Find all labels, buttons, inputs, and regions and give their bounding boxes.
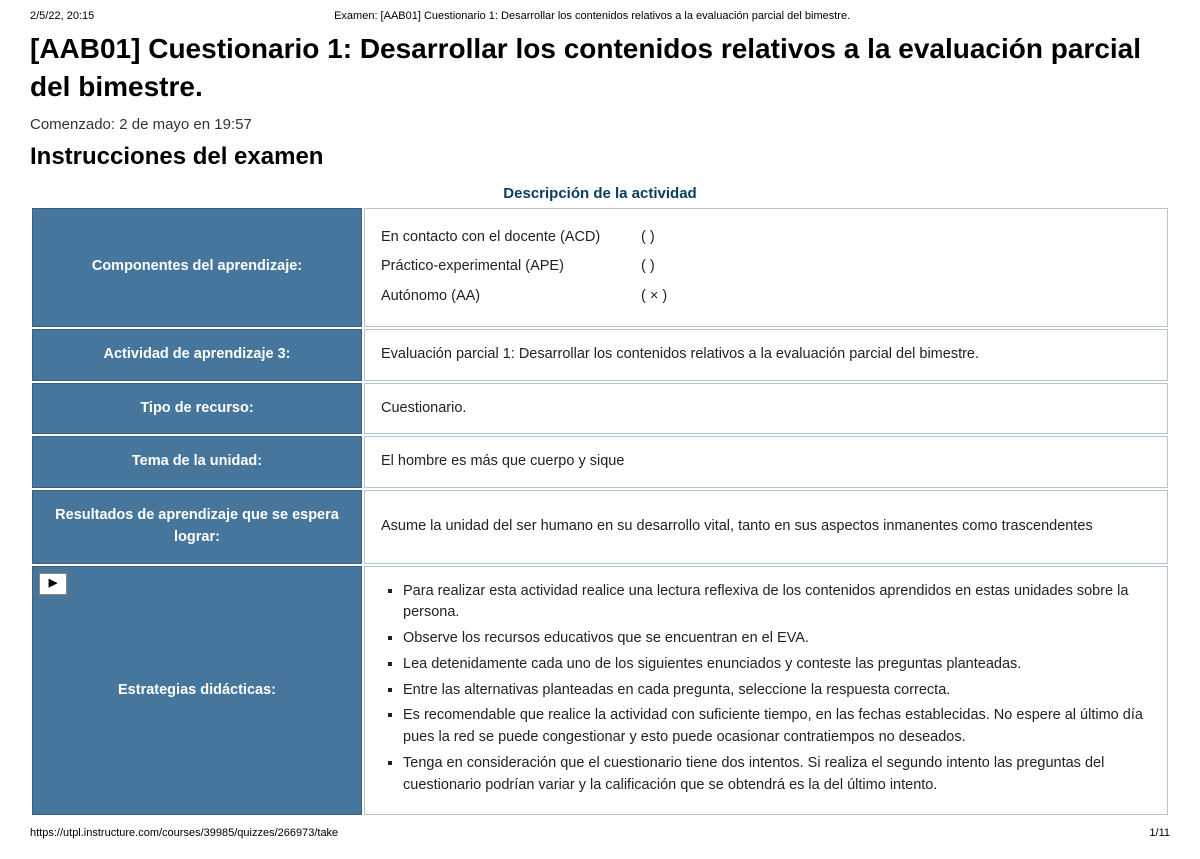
value-actividad: Evaluación parcial 1: Desarrollar los co…: [364, 329, 1168, 381]
value-resultados: Asume la unidad del ser humano en su des…: [364, 490, 1168, 564]
row-tema: Tema de la unidad: El hombre es más que …: [32, 436, 1168, 488]
print-title: Examen: [AAB01] Cuestionario 1: Desarrol…: [94, 10, 1090, 22]
print-datetime: 2/5/22, 20:15: [30, 10, 94, 22]
label-tema: Tema de la unidad:: [32, 436, 362, 488]
row-estrategias: ▶ Estrategias didácticas: Para realizar …: [32, 566, 1168, 816]
estrategia-item: Tenga en consideración que el cuestionar…: [403, 753, 1151, 797]
started-label: Comenzado: 2 de mayo en 19:57: [30, 116, 1170, 133]
componente-item: Práctico-experimental (APE) ( ): [381, 252, 1151, 282]
activity-description-heading: Descripción de la actividad: [30, 185, 1170, 202]
componente-text: Práctico-experimental (APE): [381, 256, 641, 278]
value-tipo: Cuestionario.: [364, 383, 1168, 435]
label-tipo: Tipo de recurso:: [32, 383, 362, 435]
label-estrategias: ▶ Estrategias didácticas:: [32, 566, 362, 816]
componente-item: Autónomo (AA) ( × ): [381, 282, 1151, 312]
componente-text: Autónomo (AA): [381, 286, 641, 308]
print-footer: https://utpl.instructure.com/courses/399…: [30, 827, 1170, 839]
label-componentes: Componentes del aprendizaje:: [32, 208, 362, 327]
componente-mark: ( ): [641, 227, 691, 249]
page-title: [AAB01] Cuestionario 1: Desarrollar los …: [30, 30, 1170, 106]
componente-text: En contacto con el docente (ACD): [381, 227, 641, 249]
label-estrategias-text: Estrategias didácticas:: [118, 682, 276, 698]
estrategia-item: Para realizar esta actividad realice una…: [403, 581, 1151, 625]
play-icon[interactable]: ▶: [39, 573, 67, 595]
activity-table: Componentes del aprendizaje: En contacto…: [30, 206, 1170, 818]
print-header: 2/5/22, 20:15 Examen: [AAB01] Cuestionar…: [30, 10, 1170, 22]
estrategia-item: Es recomendable que realice la actividad…: [403, 705, 1151, 749]
componente-item: En contacto con el docente (ACD) ( ): [381, 223, 1151, 253]
footer-url: https://utpl.instructure.com/courses/399…: [30, 827, 338, 839]
footer-page: 1/11: [1149, 827, 1170, 839]
instructions-heading: Instrucciones del examen: [30, 143, 1170, 171]
estrategia-item: Lea detenidamente cada uno de los siguie…: [403, 654, 1151, 676]
estrategia-item: Entre las alternativas planteadas en cad…: [403, 680, 1151, 702]
value-componentes: En contacto con el docente (ACD) ( ) Prá…: [364, 208, 1168, 327]
value-tema: El hombre es más que cuerpo y sique: [364, 436, 1168, 488]
row-componentes: Componentes del aprendizaje: En contacto…: [32, 208, 1168, 327]
componente-mark: ( × ): [641, 286, 691, 308]
value-estrategias: Para realizar esta actividad realice una…: [364, 566, 1168, 816]
row-tipo: Tipo de recurso: Cuestionario.: [32, 383, 1168, 435]
componente-mark: ( ): [641, 256, 691, 278]
estrategias-list: Para realizar esta actividad realice una…: [381, 581, 1151, 797]
row-resultados: Resultados de aprendizaje que se espera …: [32, 490, 1168, 564]
label-actividad: Actividad de aprendizaje 3:: [32, 329, 362, 381]
label-resultados: Resultados de aprendizaje que se espera …: [32, 490, 362, 564]
row-actividad: Actividad de aprendizaje 3: Evaluación p…: [32, 329, 1168, 381]
estrategia-item: Observe los recursos educativos que se e…: [403, 628, 1151, 650]
